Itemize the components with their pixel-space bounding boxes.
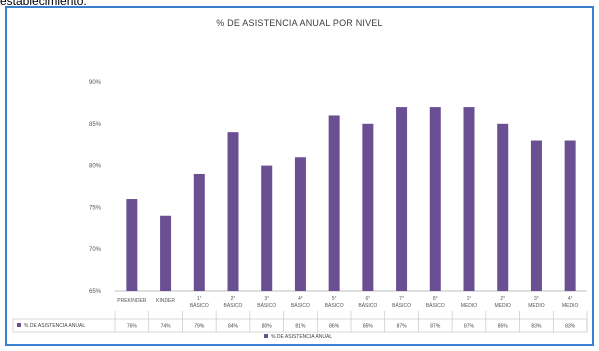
y-tick-label: 70%	[89, 247, 102, 253]
x-tick-label: 1°	[467, 296, 472, 302]
data-label: 87%	[397, 324, 408, 330]
y-tick-label: 65%	[89, 289, 102, 295]
x-tick-label: KINDER	[156, 298, 175, 304]
x-tick-label: MEDIO	[562, 303, 579, 309]
data-label: 80%	[262, 324, 273, 330]
x-tick-label: BÁSICO	[358, 302, 377, 309]
bar	[261, 165, 273, 291]
data-label: 81%	[295, 324, 306, 330]
x-tick-label: 3°	[264, 296, 269, 302]
data-label: 85%	[498, 324, 509, 330]
y-tick-label: 85%	[89, 122, 102, 128]
x-tick-label: 4°	[298, 296, 303, 302]
top-text-fragment: establecimiento.	[0, 0, 87, 8]
x-tick-label: BÁSICO	[190, 302, 209, 309]
legend-swatch	[264, 334, 268, 338]
data-label: 85%	[363, 324, 374, 330]
x-tick-label: MEDIO	[495, 303, 512, 309]
bar	[227, 132, 239, 291]
data-label: 84%	[228, 324, 239, 330]
x-tick-label: MEDIO	[528, 303, 545, 309]
bar	[294, 157, 306, 291]
data-table-legend-key	[17, 323, 21, 327]
x-tick-label: 7°	[399, 296, 404, 302]
x-tick-label: 6°	[365, 296, 370, 302]
x-tick-label: 1°	[197, 296, 202, 302]
x-tick-label: BÁSICO	[325, 302, 344, 309]
x-tick-label: BÁSICO	[291, 302, 310, 309]
data-label: 76%	[127, 324, 138, 330]
x-tick-label: 8°	[433, 296, 438, 302]
data-label: 87%	[430, 324, 441, 330]
data-label: 87%	[464, 324, 475, 330]
x-tick-label: BÁSICO	[224, 302, 243, 309]
bar	[193, 173, 205, 291]
x-tick-label: 2°	[231, 296, 236, 302]
x-tick-label: MEDIO	[461, 303, 478, 309]
bar	[160, 215, 172, 291]
bar	[328, 115, 340, 291]
chart-frame: % DE ASISTENCIA ANUAL POR NIVEL 65% 70% 75…	[5, 6, 594, 346]
bar	[429, 107, 441, 291]
bar	[497, 123, 509, 291]
bar	[126, 199, 138, 291]
legend-label: % DE ASISTENCIA ANUAL	[271, 334, 332, 340]
bar-chart: 65%70%75%80%85%90%PREKINDER KINDER 1°BÁSIC…	[12, 80, 588, 340]
y-tick-label: 90%	[89, 80, 102, 86]
chart-title: % DE ASISTENCIA ANUAL POR NIVEL	[216, 18, 383, 28]
x-tick-label: BÁSICO	[426, 302, 445, 309]
data-label: 83%	[531, 324, 542, 330]
x-tick-label: BÁSICO	[257, 302, 276, 309]
x-tick-label: 4°	[568, 296, 573, 302]
y-tick-label: 80%	[89, 164, 102, 170]
bar	[396, 107, 408, 291]
bar	[362, 123, 374, 291]
x-tick-label: PREKINDER	[117, 298, 147, 304]
data-label: 79%	[194, 324, 205, 330]
x-tick-label: 2°	[500, 296, 505, 302]
bar	[463, 107, 475, 291]
x-tick-label: BÁSICO	[392, 302, 411, 309]
data-table-series-name: % DE ASISTENCIA ANUAL	[24, 323, 85, 329]
bar	[530, 140, 542, 291]
data-label: 86%	[329, 324, 340, 330]
x-tick-label: 5°	[332, 296, 337, 302]
data-label: 83%	[565, 324, 576, 330]
bar	[564, 140, 576, 291]
data-label: 74%	[161, 324, 172, 330]
y-tick-label: 75%	[89, 205, 102, 211]
x-tick-label: 3°	[534, 296, 539, 302]
